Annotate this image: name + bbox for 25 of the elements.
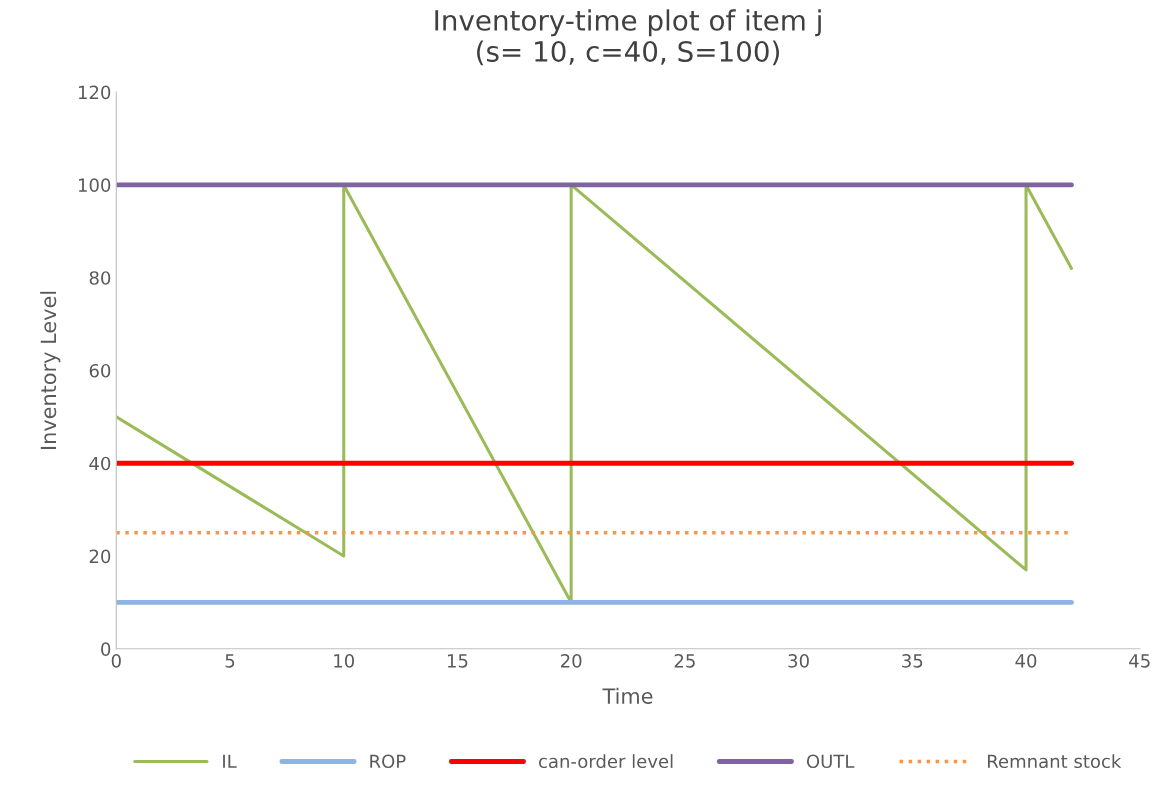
legend-label: Remnant stock <box>988 754 1122 769</box>
x-tick-label: 25 <box>674 653 695 668</box>
chart-title: Inventory-time plot of item j (s= 10, c=40, S=100) <box>435 9 821 66</box>
y-tick-label: 100 <box>78 178 111 193</box>
x-tick-label: 35 <box>902 653 923 668</box>
y-tick-label: 60 <box>89 363 111 378</box>
x-tick-label: 45 <box>1129 654 1150 668</box>
legend-label: ROP <box>370 754 406 769</box>
y-tick-label: 120 <box>78 85 111 100</box>
x-tick-label: 10 <box>334 653 355 668</box>
y-tick-label: 40 <box>89 456 111 471</box>
x-tick-label: 40 <box>1015 653 1037 668</box>
y-axis-title: Inventory Level <box>40 291 61 449</box>
x-axis-title: Time <box>602 687 653 704</box>
x-tick-label: 20 <box>561 653 582 668</box>
y-tick-label: 20 <box>89 549 111 564</box>
legend-label: IL <box>223 754 237 768</box>
x-tick-label: 30 <box>788 653 809 668</box>
x-tick-label: 5 <box>225 654 235 668</box>
legend-label: OUTL <box>806 754 855 769</box>
x-tick-label: 15 <box>447 654 468 668</box>
y-tick-label: 80 <box>89 271 111 285</box>
y-tick-label: 0 <box>101 642 111 656</box>
x-tick-label: 0 <box>111 653 121 668</box>
legend-label: can-order level <box>538 754 673 769</box>
